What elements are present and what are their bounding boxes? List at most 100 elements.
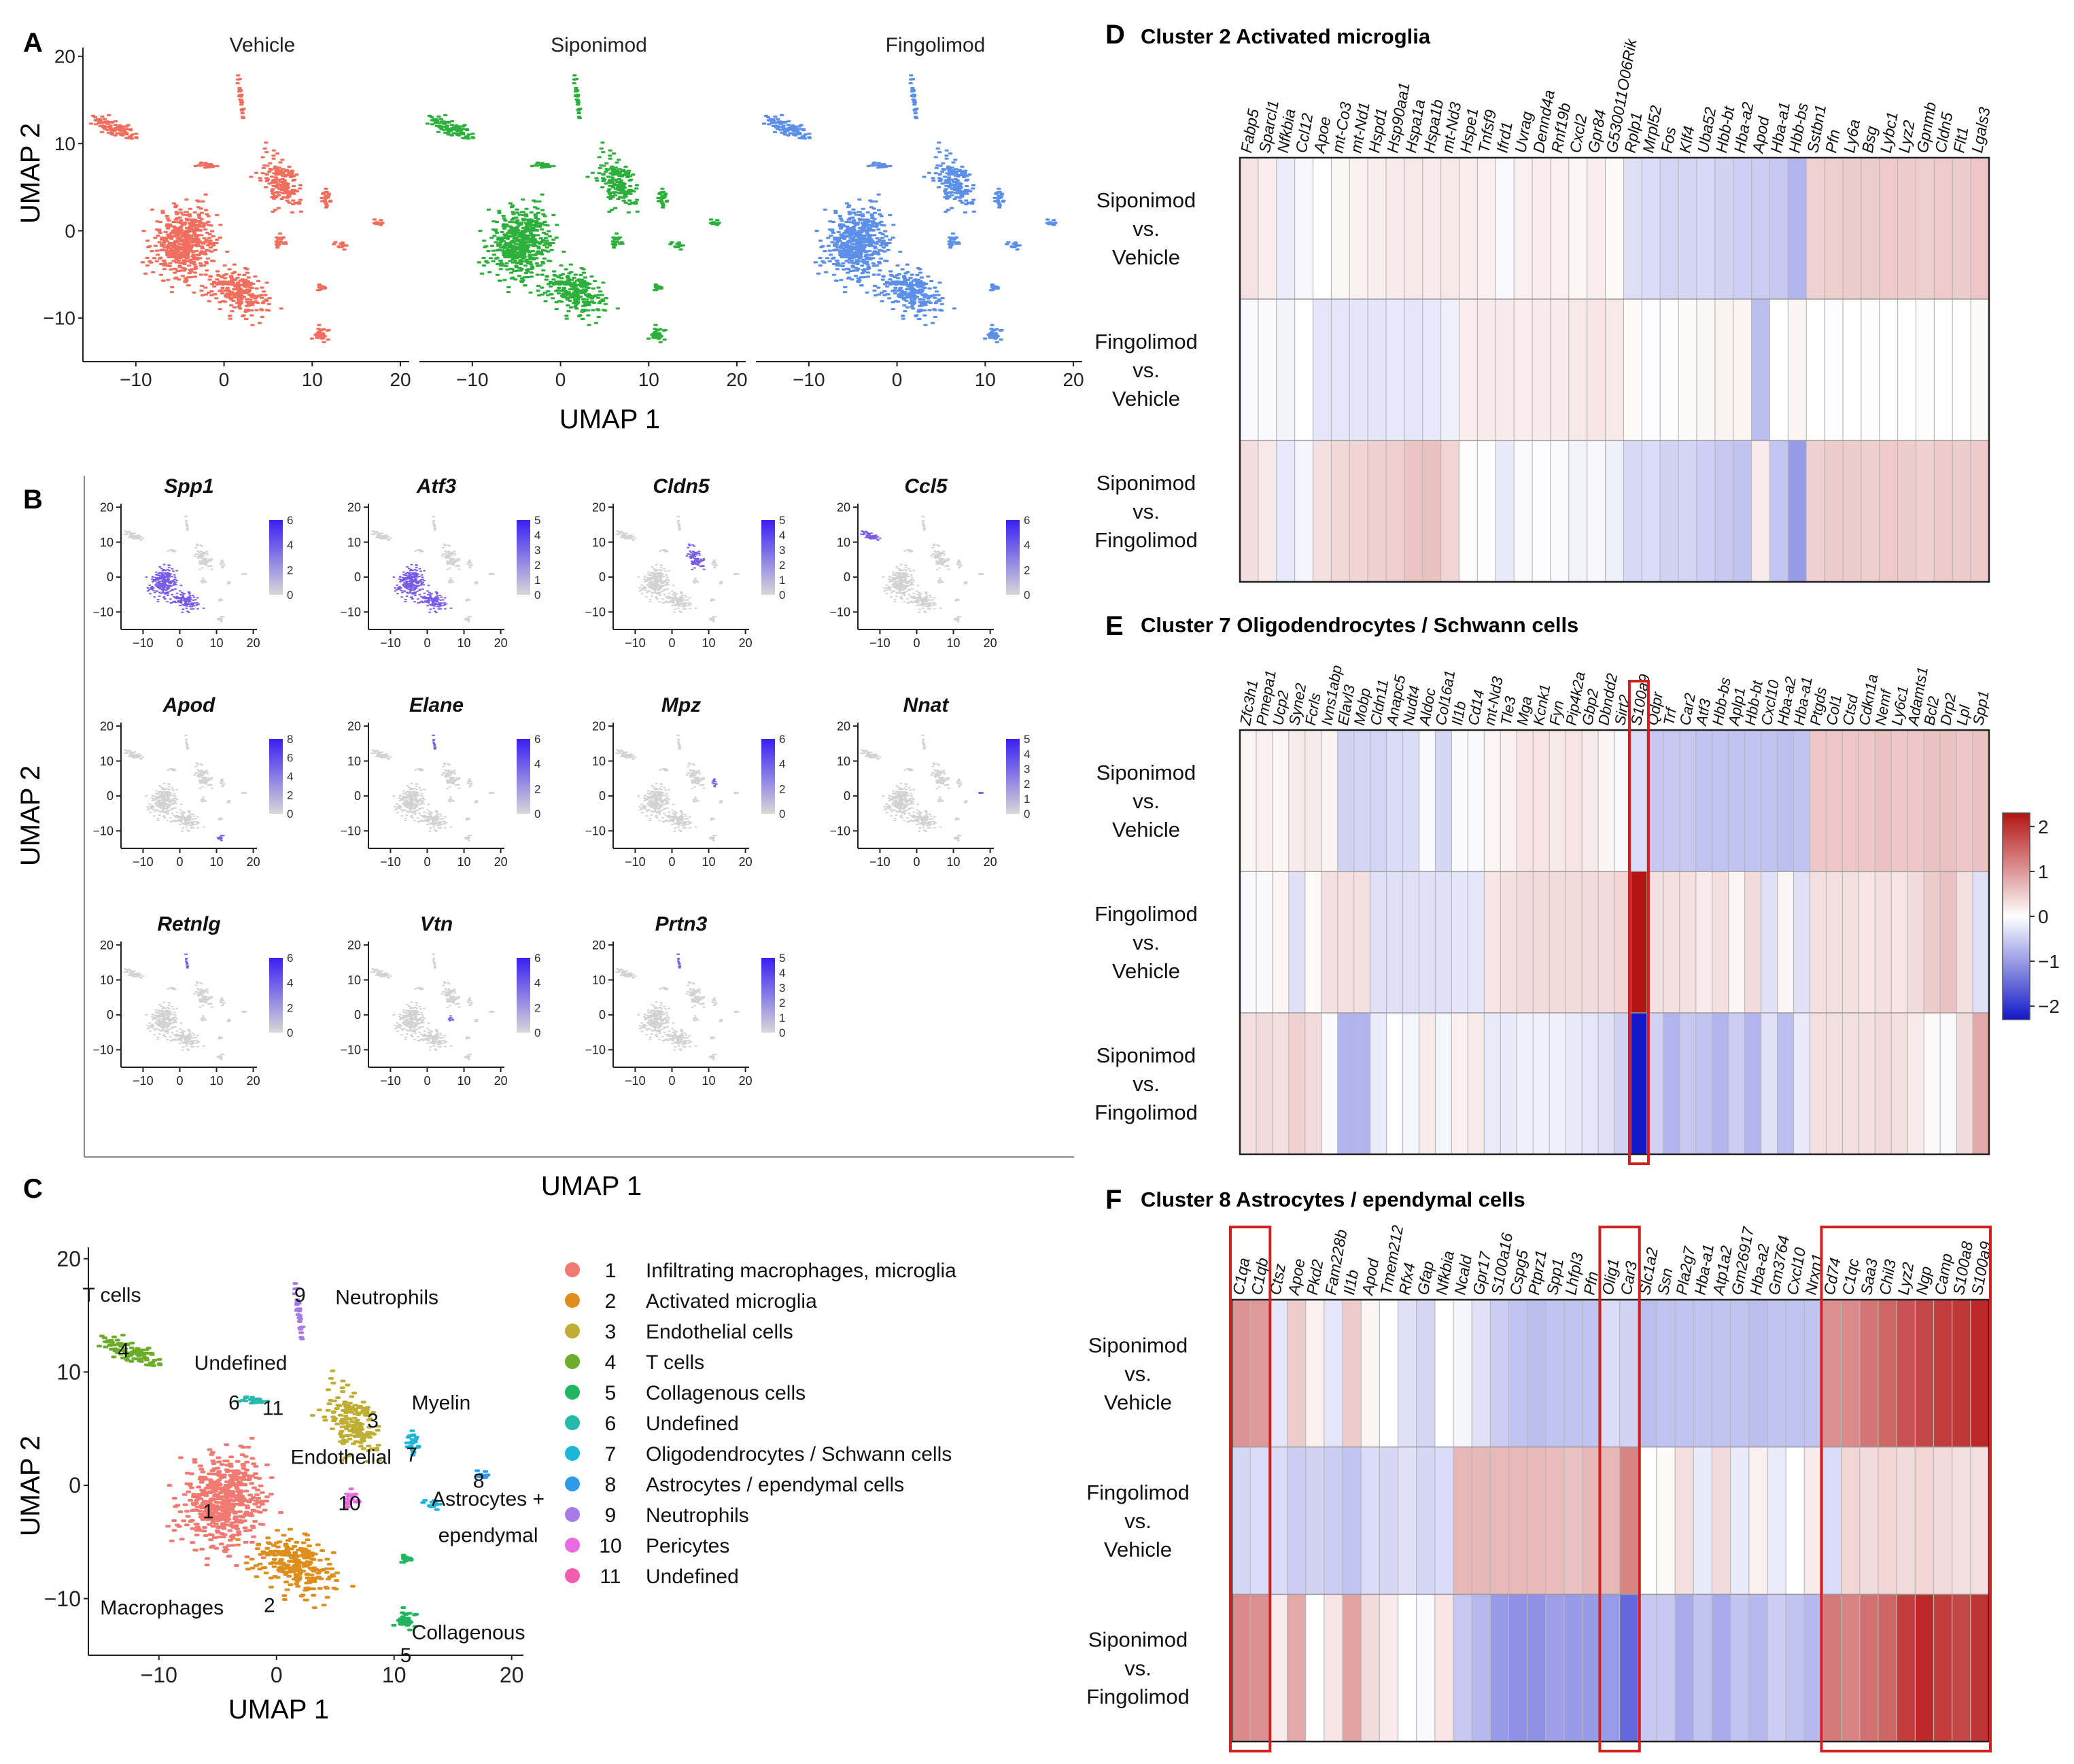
expression-scale-tick: 4 [779, 529, 785, 542]
heatmap-cell [1712, 730, 1729, 872]
heatmap-cell [1368, 158, 1387, 300]
heatmap-cell [1386, 158, 1405, 300]
heatmap-row-label: Siponimod [1088, 1333, 1188, 1357]
heatmap-cell [1601, 1300, 1621, 1448]
panel-f-title: Cluster 8 Astrocytes / ependymal cells [1141, 1188, 1525, 1211]
umap-cluster-pericyte-points [447, 1015, 455, 1022]
heatmap-cell [1907, 871, 1924, 1014]
expression-scale-tick: 0 [534, 808, 540, 820]
heatmap-cell [1477, 299, 1496, 441]
heatmap-cell [1527, 1300, 1546, 1448]
umap-cluster-pericyte-points [447, 796, 455, 803]
umap-cluster-micro-points [166, 1028, 205, 1051]
panel-c-y-tick-label: 20 [56, 1247, 81, 1271]
panel-a-facet-0-x-tick-label: 20 [390, 369, 411, 390]
heatmap-row-label: vs. [1133, 358, 1160, 382]
umap-cluster-micro-points [413, 809, 453, 832]
heatmap-cell [1598, 871, 1615, 1014]
expression-color-bar [517, 520, 530, 595]
heatmap-cell [1343, 1594, 1362, 1742]
heatmap-cell [1842, 871, 1859, 1014]
heatmap-cell [1638, 1594, 1657, 1742]
umap-cluster-c5-points [708, 835, 717, 842]
umap-cluster-undef-points [659, 987, 669, 990]
umap-cluster-myelin-points [404, 1429, 421, 1457]
umap-cluster-myelin-points [656, 188, 670, 209]
umap-cluster-pericyte-points [200, 577, 207, 584]
expression-color-bar [269, 739, 283, 814]
umap-cluster-endo-points [249, 141, 303, 214]
heatmap-cell [1331, 440, 1350, 583]
heatmap-cell [1337, 730, 1355, 872]
feature-plot-4-y-tick-label: 20 [100, 719, 114, 733]
feature-plot-7-x-tick-label: −10 [869, 855, 891, 869]
umap-cluster-undef-points [530, 161, 556, 169]
umap-cluster-endo-points [440, 762, 461, 789]
feature-plot-gene-name: Spp1 [164, 475, 213, 498]
heatmap-border [1239, 729, 1990, 1156]
heatmap-cell [1240, 1013, 1257, 1155]
umap-cluster-neut-points [908, 74, 919, 120]
feature-plot-1-x-tick-label: −10 [380, 636, 401, 650]
umap-cluster-tcell-points [123, 749, 145, 760]
expression-color-bar [269, 958, 283, 1033]
heatmap-cell [1605, 440, 1624, 583]
feature-plot-5-x-tick-label: 10 [457, 855, 471, 869]
heatmap-cell [1638, 1447, 1657, 1595]
umap-cluster-c5-points [216, 835, 225, 842]
heatmap-cell [1272, 871, 1290, 1014]
heatmap-cell [1769, 158, 1788, 300]
heatmap-cell [1891, 1013, 1908, 1155]
heatmap-cell [1973, 730, 1990, 872]
feature-plot-2-y-tick-label: 10 [592, 536, 606, 549]
heatmap-cell [1514, 158, 1533, 300]
heatmap-cell [1434, 1300, 1454, 1448]
umap-cluster-macro-points [145, 782, 183, 822]
heatmap-cell [1693, 1300, 1712, 1448]
expression-color-bar [761, 739, 775, 814]
umap-cluster-c5-points [953, 616, 962, 623]
umap-cluster-neut-points [432, 515, 437, 531]
heatmap-cell [1508, 1300, 1528, 1448]
panel-a-facet-0-y-tick-label: 0 [65, 220, 75, 241]
heatmap-cell [1472, 1447, 1491, 1595]
heatmap-cell [1240, 730, 1257, 872]
expression-scale-tick: 0 [534, 589, 540, 602]
panel-letter-e: E [1105, 611, 1124, 641]
heatmap-cell [1435, 871, 1452, 1014]
umap-cluster-c5-points [646, 324, 668, 343]
feature-plot-8-x-tick-label: 0 [176, 1074, 183, 1088]
umap-cluster-c5-points [464, 616, 472, 623]
expression-scale-tick: 5 [779, 952, 785, 965]
heatmap-cell [1786, 1447, 1805, 1595]
feature-plot-10-y-tick-label: 20 [592, 938, 606, 952]
expression-scale-tick: 4 [534, 529, 540, 542]
umap-cluster-myelin-points [319, 188, 333, 209]
feature-plot-7-x-tick-label: 0 [913, 855, 920, 869]
heatmap-cell [1305, 1447, 1325, 1595]
umap-cluster-macro-points [392, 1001, 430, 1041]
heatmap-cell [1822, 1447, 1842, 1595]
heatmap-cell [1305, 1300, 1325, 1448]
heatmap-cell [1368, 440, 1387, 583]
umap-cluster-tcell-points [370, 968, 392, 979]
heatmap-cell [1379, 1447, 1399, 1595]
heatmap-cell [1695, 1013, 1713, 1155]
umap-cluster-tcell-points [860, 749, 882, 760]
heatmap-cell [1294, 158, 1314, 300]
legend-cluster-name: Collagenous cells [646, 1382, 806, 1404]
umap-cluster-c5b-points [465, 1036, 471, 1039]
expression-scale-tick: 0 [779, 1026, 785, 1039]
heatmap-cell [1533, 871, 1550, 1014]
heatmap-row-label: Siponimod [1096, 188, 1196, 212]
heatmap-cell [1956, 1013, 1973, 1155]
heatmap-cell [1970, 1594, 1990, 1742]
heatmap-cell [1934, 299, 1953, 441]
heatmap-cell [1630, 871, 1648, 1014]
feature-plot-7-y-tick-label: 10 [837, 755, 850, 768]
expression-scale-tick: 5 [779, 514, 785, 527]
heatmap-cell [1806, 299, 1825, 441]
heatmap-cell [1256, 730, 1273, 872]
legend-swatch-cluster-5 [565, 1385, 580, 1400]
